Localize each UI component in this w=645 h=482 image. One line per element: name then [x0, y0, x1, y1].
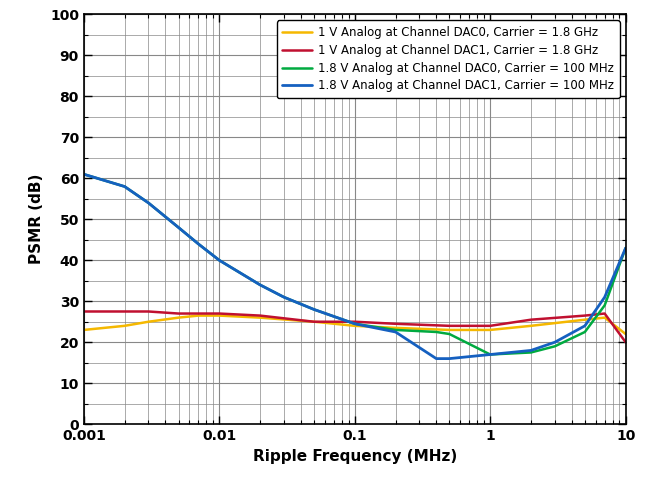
1 V Analog at Channel DAC1, Carrier = 1.8 GHz	[527, 317, 535, 322]
1.8 V Analog at Channel DAC1, Carrier = 100 MHz	[280, 294, 288, 300]
1.8 V Analog at Channel DAC0, Carrier = 100 MHz	[175, 225, 183, 230]
1 V Analog at Channel DAC1, Carrier = 1.8 GHz	[215, 311, 223, 317]
1 V Analog at Channel DAC0, Carrier = 1.8 GHz	[600, 315, 608, 321]
1 V Analog at Channel DAC1, Carrier = 1.8 GHz	[310, 319, 318, 325]
1.8 V Analog at Channel DAC1, Carrier = 100 MHz	[121, 184, 128, 189]
1 V Analog at Channel DAC1, Carrier = 1.8 GHz	[194, 311, 202, 317]
1.8 V Analog at Channel DAC1, Carrier = 100 MHz	[215, 257, 223, 263]
1.8 V Analog at Channel DAC1, Carrier = 100 MHz	[551, 339, 559, 345]
1 V Analog at Channel DAC0, Carrier = 1.8 GHz	[121, 323, 128, 329]
1.8 V Analog at Channel DAC1, Carrier = 100 MHz	[194, 241, 202, 247]
1.8 V Analog at Channel DAC0, Carrier = 100 MHz	[80, 172, 88, 177]
1.8 V Analog at Channel DAC1, Carrier = 100 MHz	[486, 352, 494, 358]
1 V Analog at Channel DAC1, Carrier = 1.8 GHz	[121, 308, 128, 314]
Line: 1.8 V Analog at Channel DAC1, Carrier = 100 MHz: 1.8 V Analog at Channel DAC1, Carrier = …	[84, 174, 626, 359]
1 V Analog at Channel DAC1, Carrier = 1.8 GHz	[392, 321, 399, 327]
1.8 V Analog at Channel DAC0, Carrier = 100 MHz	[600, 303, 608, 308]
1 V Analog at Channel DAC1, Carrier = 1.8 GHz	[175, 311, 183, 317]
1 V Analog at Channel DAC0, Carrier = 1.8 GHz	[581, 317, 589, 322]
1.8 V Analog at Channel DAC1, Carrier = 100 MHz	[446, 356, 453, 362]
1.8 V Analog at Channel DAC1, Carrier = 100 MHz	[581, 323, 589, 329]
1 V Analog at Channel DAC0, Carrier = 1.8 GHz	[215, 313, 223, 319]
1.8 V Analog at Channel DAC0, Carrier = 100 MHz	[432, 329, 440, 335]
1 V Analog at Channel DAC1, Carrier = 1.8 GHz	[622, 339, 630, 345]
1 V Analog at Channel DAC0, Carrier = 1.8 GHz	[446, 327, 453, 333]
Line: 1 V Analog at Channel DAC1, Carrier = 1.8 GHz: 1 V Analog at Channel DAC1, Carrier = 1.…	[84, 311, 626, 342]
1 V Analog at Channel DAC0, Carrier = 1.8 GHz	[256, 315, 264, 321]
1 V Analog at Channel DAC1, Carrier = 1.8 GHz	[486, 323, 494, 329]
1 V Analog at Channel DAC0, Carrier = 1.8 GHz	[80, 327, 88, 333]
1.8 V Analog at Channel DAC1, Carrier = 100 MHz	[144, 200, 152, 206]
1.8 V Analog at Channel DAC1, Carrier = 100 MHz	[600, 294, 608, 300]
1.8 V Analog at Channel DAC1, Carrier = 100 MHz	[527, 348, 535, 353]
X-axis label: Ripple Frequency (MHz): Ripple Frequency (MHz)	[253, 449, 457, 464]
1.8 V Analog at Channel DAC1, Carrier = 100 MHz	[432, 356, 440, 362]
1.8 V Analog at Channel DAC0, Carrier = 100 MHz	[551, 343, 559, 349]
1 V Analog at Channel DAC1, Carrier = 1.8 GHz	[80, 308, 88, 314]
1.8 V Analog at Channel DAC0, Carrier = 100 MHz	[581, 329, 589, 335]
1.8 V Analog at Channel DAC1, Carrier = 100 MHz	[256, 282, 264, 288]
1.8 V Analog at Channel DAC0, Carrier = 100 MHz	[446, 331, 453, 337]
1.8 V Analog at Channel DAC1, Carrier = 100 MHz	[622, 245, 630, 251]
1.8 V Analog at Channel DAC0, Carrier = 100 MHz	[486, 352, 494, 358]
1.8 V Analog at Channel DAC0, Carrier = 100 MHz	[215, 257, 223, 263]
1.8 V Analog at Channel DAC0, Carrier = 100 MHz	[527, 349, 535, 355]
1.8 V Analog at Channel DAC1, Carrier = 100 MHz	[310, 307, 318, 312]
1.8 V Analog at Channel DAC1, Carrier = 100 MHz	[80, 172, 88, 177]
Legend: 1 V Analog at Channel DAC0, Carrier = 1.8 GHz, 1 V Analog at Channel DAC1, Carri: 1 V Analog at Channel DAC0, Carrier = 1.…	[277, 20, 620, 98]
1 V Analog at Channel DAC0, Carrier = 1.8 GHz	[622, 331, 630, 337]
1.8 V Analog at Channel DAC1, Carrier = 100 MHz	[175, 225, 183, 230]
1.8 V Analog at Channel DAC0, Carrier = 100 MHz	[256, 282, 264, 288]
1 V Analog at Channel DAC0, Carrier = 1.8 GHz	[194, 313, 202, 319]
Y-axis label: PSMR (dB): PSMR (dB)	[30, 174, 45, 265]
1 V Analog at Channel DAC1, Carrier = 1.8 GHz	[600, 311, 608, 317]
1 V Analog at Channel DAC0, Carrier = 1.8 GHz	[486, 327, 494, 333]
Line: 1.8 V Analog at Channel DAC0, Carrier = 100 MHz: 1.8 V Analog at Channel DAC0, Carrier = …	[84, 174, 626, 355]
1.8 V Analog at Channel DAC0, Carrier = 100 MHz	[194, 241, 202, 247]
1 V Analog at Channel DAC1, Carrier = 1.8 GHz	[144, 308, 152, 314]
1 V Analog at Channel DAC1, Carrier = 1.8 GHz	[446, 323, 453, 329]
1 V Analog at Channel DAC1, Carrier = 1.8 GHz	[351, 319, 359, 325]
1 V Analog at Channel DAC0, Carrier = 1.8 GHz	[392, 325, 399, 331]
1 V Analog at Channel DAC0, Carrier = 1.8 GHz	[175, 315, 183, 321]
1.8 V Analog at Channel DAC1, Carrier = 100 MHz	[351, 321, 359, 327]
1.8 V Analog at Channel DAC0, Carrier = 100 MHz	[280, 294, 288, 300]
Line: 1 V Analog at Channel DAC0, Carrier = 1.8 GHz: 1 V Analog at Channel DAC0, Carrier = 1.…	[84, 316, 626, 334]
1 V Analog at Channel DAC1, Carrier = 1.8 GHz	[256, 313, 264, 319]
1.8 V Analog at Channel DAC0, Carrier = 100 MHz	[310, 307, 318, 312]
1.8 V Analog at Channel DAC0, Carrier = 100 MHz	[144, 200, 152, 206]
1.8 V Analog at Channel DAC1, Carrier = 100 MHz	[392, 329, 399, 335]
1 V Analog at Channel DAC0, Carrier = 1.8 GHz	[527, 323, 535, 329]
1 V Analog at Channel DAC0, Carrier = 1.8 GHz	[351, 323, 359, 329]
1 V Analog at Channel DAC1, Carrier = 1.8 GHz	[581, 313, 589, 319]
1.8 V Analog at Channel DAC0, Carrier = 100 MHz	[622, 245, 630, 251]
1.8 V Analog at Channel DAC0, Carrier = 100 MHz	[121, 184, 128, 189]
1.8 V Analog at Channel DAC0, Carrier = 100 MHz	[351, 321, 359, 327]
1 V Analog at Channel DAC0, Carrier = 1.8 GHz	[310, 319, 318, 325]
1.8 V Analog at Channel DAC0, Carrier = 100 MHz	[392, 327, 399, 333]
1 V Analog at Channel DAC0, Carrier = 1.8 GHz	[144, 319, 152, 325]
